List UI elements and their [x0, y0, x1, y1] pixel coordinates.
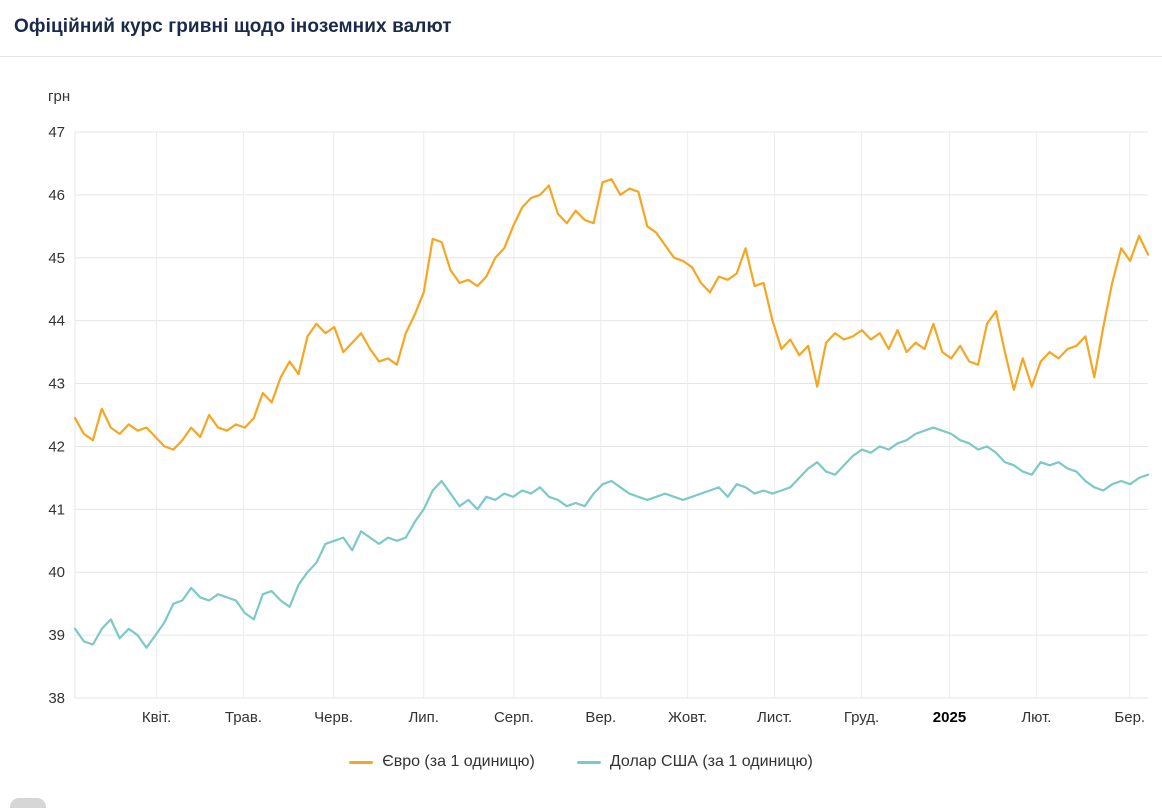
x-axis-tick-label: 2025 [933, 709, 966, 726]
usd-line-marker [576, 760, 601, 764]
x-axis-tick-label: Лист. [757, 709, 792, 726]
x-axis-tick-label: Черв. [314, 709, 353, 726]
chart-legend: Євро (за 1 одиницю) Долар США (за 1 один… [0, 739, 1162, 785]
x-axis-tick-label: Вер. [585, 709, 616, 726]
x-axis-tick-label: Груд. [844, 709, 879, 726]
y-axis-tick-label: 45 [48, 250, 65, 267]
x-axis-tick-label: Трав. [225, 709, 262, 726]
x-axis-tick-label: Квіт. [142, 709, 171, 726]
exchange-rate-chart: грн 38 39 40 41 42 43 44 45 46 47 Квіт. Трав. Черв. Ли… [0, 57, 1162, 737]
y-axis-tick-label: 43 [48, 376, 65, 393]
x-axis-tick-label: Жовт. [668, 709, 707, 726]
y-axis-tick-label: 46 [48, 187, 65, 204]
legend-item-usd[interactable]: Долар США (за 1 одиницю) [576, 753, 813, 771]
legend-label-usd: Долар США (за 1 одиницю) [609, 753, 813, 770]
page-title: Офіційний курс гривні щодо іноземних вал… [14, 16, 452, 37]
x-axis-tick-label: Бер. [1114, 709, 1145, 726]
y-axis-tick-label: 42 [48, 438, 65, 455]
usd-series-line[interactable] [73, 426, 1150, 649]
y-axis-unit-label: грн [48, 88, 70, 105]
y-axis-tick-label: 41 [48, 501, 65, 518]
y-axis-tick-label: 44 [48, 313, 65, 330]
legend-item-euro[interactable]: Євро (за 1 одиницю) [349, 753, 535, 771]
legend-label-euro: Євро (за 1 одиницю) [382, 753, 535, 770]
y-axis-tick-label: 40 [48, 564, 65, 581]
page-header: Офіційний курс гривні щодо іноземних вал… [0, 0, 1162, 57]
exchange-rate-chart-svg: грн 38 39 40 41 42 43 44 45 46 47 Квіт. Трав. Черв. Ли… [48, 88, 1150, 726]
y-axis-tick-label: 39 [48, 627, 65, 644]
y-axis-tick-label: 38 [48, 690, 65, 707]
x-axis-tick-label: Лют. [1021, 709, 1051, 726]
bottom-left-partial-widget [10, 798, 46, 808]
x-axis-tick-label: Лип. [408, 709, 439, 726]
euro-series-line[interactable] [73, 178, 1150, 451]
x-axis-tick-label: Серп. [494, 709, 534, 726]
euro-line-marker [349, 760, 374, 764]
y-axis-tick-label: 47 [48, 124, 65, 141]
